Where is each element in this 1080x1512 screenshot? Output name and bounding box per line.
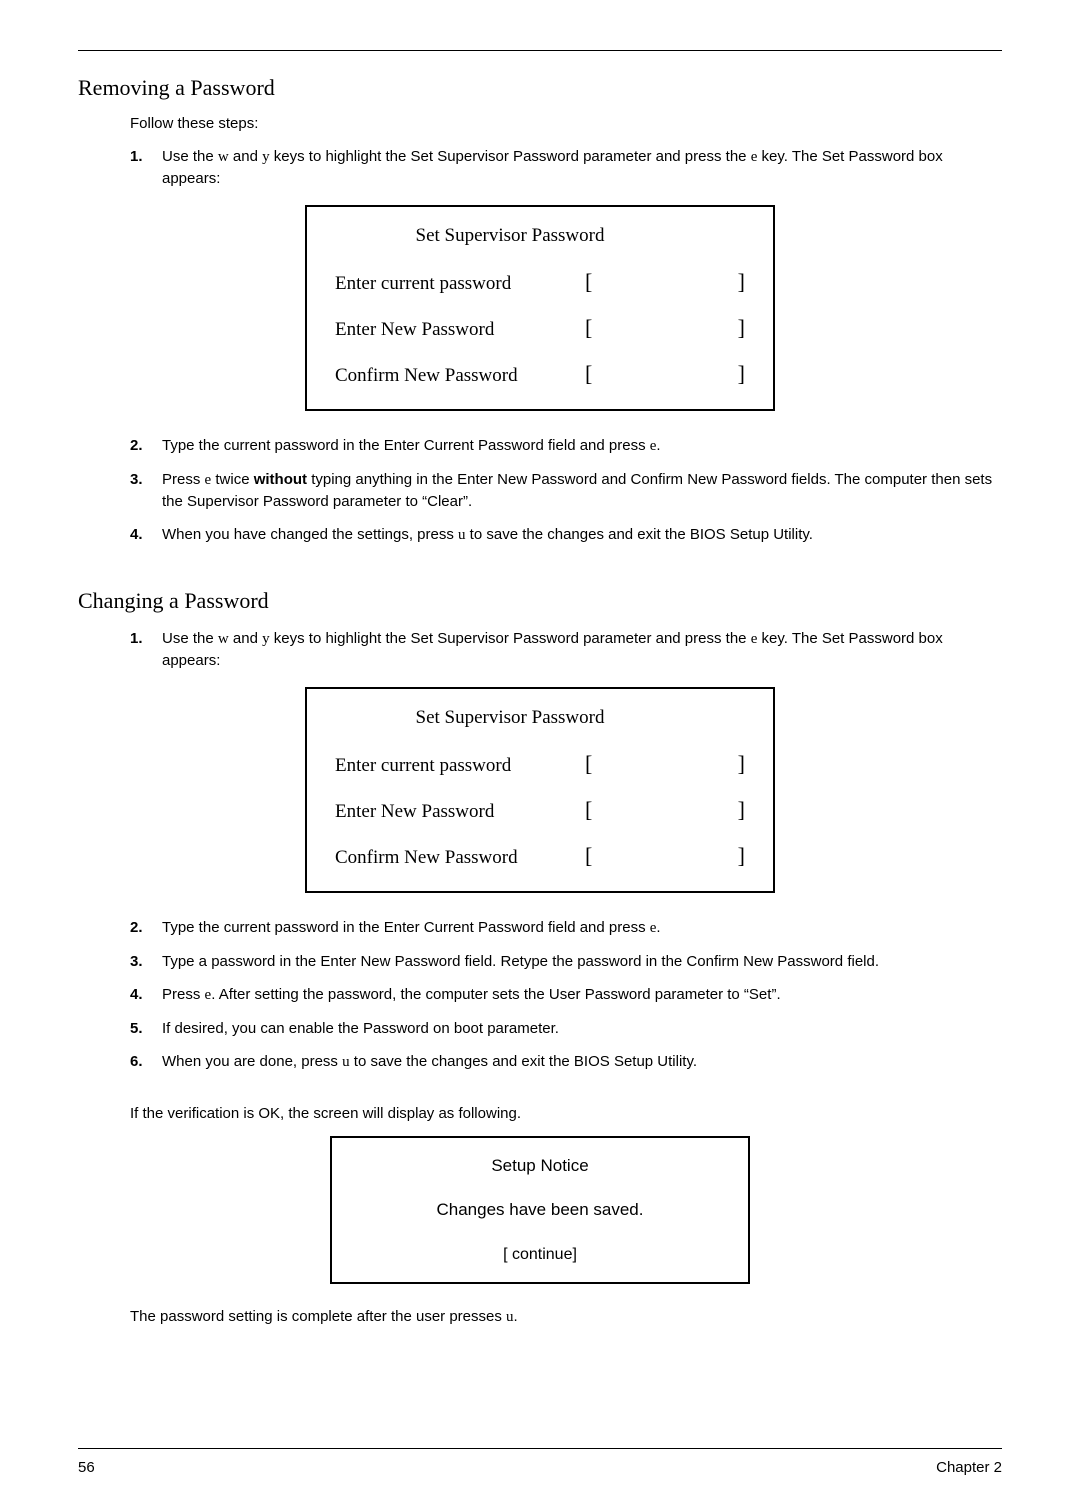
- setup-notice-dialog: Setup Notice Changes have been saved. [ …: [330, 1136, 750, 1284]
- list-item: 4. When you have changed the settings, p…: [130, 524, 1002, 546]
- list-num: 3.: [130, 469, 162, 512]
- list-text: Press e. After setting the password, the…: [162, 984, 1002, 1006]
- dialog-row: Confirm New Password []: [335, 361, 745, 387]
- page-footer: 56 Chapter 2: [78, 1448, 1002, 1476]
- dialog-label: Enter current password: [335, 273, 585, 295]
- list-num: 5.: [130, 1018, 162, 1039]
- list-item: 2. Type the current password in the Ente…: [130, 917, 1002, 939]
- dialog-label: Confirm New Password: [335, 847, 585, 869]
- list-text: If desired, you can enable the Password …: [162, 1018, 1002, 1039]
- verify-text: If the verification is OK, the screen wi…: [130, 1105, 1002, 1122]
- dialog-field: []: [585, 315, 745, 341]
- chapter-label: Chapter 2: [936, 1459, 1002, 1476]
- list-item: 3. Press e twice without typing anything…: [130, 469, 1002, 512]
- dialog-field: []: [585, 361, 745, 387]
- list-num: 1.: [130, 146, 162, 189]
- notice-message: Changes have been saved.: [332, 1200, 748, 1220]
- list-text: Type the current password in the Enter C…: [162, 435, 1002, 457]
- removing-list-2: 2. Type the current password in the Ente…: [130, 435, 1002, 546]
- dialog-row: Enter New Password []: [335, 797, 745, 823]
- section-heading-changing: Changing a Password: [78, 588, 1002, 614]
- top-rule: [78, 50, 1002, 51]
- list-num: 2.: [130, 917, 162, 939]
- dialog-field: []: [585, 797, 745, 823]
- dialog-field: []: [585, 269, 745, 295]
- dialog-row: Enter current password []: [335, 751, 745, 777]
- notice-continue: [ continue]: [332, 1246, 748, 1264]
- dialog-field: []: [585, 843, 745, 869]
- dialog-field: []: [585, 751, 745, 777]
- changing-list-2: 2. Type the current password in the Ente…: [130, 917, 1002, 1073]
- footer-rule: [78, 1448, 1002, 1449]
- dialog-label: Enter current password: [335, 755, 585, 777]
- password-dialog-1: Set Supervisor Password Enter current pa…: [305, 205, 775, 411]
- list-item: 3. Type a password in the Enter New Pass…: [130, 951, 1002, 972]
- list-num: 6.: [130, 1051, 162, 1073]
- dialog-label: Enter New Password: [335, 801, 585, 823]
- list-text: Press e twice without typing anything in…: [162, 469, 1002, 512]
- list-item: 1. Use the w and y keys to highlight the…: [130, 146, 1002, 189]
- intro-text: Follow these steps:: [130, 115, 1002, 132]
- section-heading-removing: Removing a Password: [78, 75, 1002, 101]
- list-text: Use the w and y keys to highlight the Se…: [162, 146, 1002, 189]
- dialog-row: Enter current password []: [335, 269, 745, 295]
- notice-title: Setup Notice: [332, 1156, 748, 1176]
- removing-list: 1. Use the w and y keys to highlight the…: [130, 146, 1002, 189]
- changing-list-1: 1. Use the w and y keys to highlight the…: [130, 628, 1002, 671]
- dialog-label: Enter New Password: [335, 319, 585, 341]
- list-text: When you are done, press u to save the c…: [162, 1051, 1002, 1073]
- footer-row: 56 Chapter 2: [78, 1459, 1002, 1476]
- list-num: 2.: [130, 435, 162, 457]
- final-text: The password setting is complete after t…: [130, 1308, 1002, 1326]
- list-num: 3.: [130, 951, 162, 972]
- list-num: 4.: [130, 524, 162, 546]
- dialog-row: Confirm New Password []: [335, 843, 745, 869]
- list-item: 4. Press e. After setting the password, …: [130, 984, 1002, 1006]
- list-text: When you have changed the settings, pres…: [162, 524, 1002, 546]
- dialog-title: Set Supervisor Password: [335, 225, 745, 247]
- dialog-row: Enter New Password []: [335, 315, 745, 341]
- list-item: 6. When you are done, press u to save th…: [130, 1051, 1002, 1073]
- list-item: 2. Type the current password in the Ente…: [130, 435, 1002, 457]
- list-text: Type the current password in the Enter C…: [162, 917, 1002, 939]
- list-item: 1. Use the w and y keys to highlight the…: [130, 628, 1002, 671]
- page-number: 56: [78, 1459, 95, 1476]
- dialog-label: Confirm New Password: [335, 365, 585, 387]
- list-num: 4.: [130, 984, 162, 1006]
- list-text: Type a password in the Enter New Passwor…: [162, 951, 1002, 972]
- password-dialog-2: Set Supervisor Password Enter current pa…: [305, 687, 775, 893]
- list-item: 5. If desired, you can enable the Passwo…: [130, 1018, 1002, 1039]
- list-num: 1.: [130, 628, 162, 671]
- dialog-title: Set Supervisor Password: [335, 707, 745, 729]
- list-text: Use the w and y keys to highlight the Se…: [162, 628, 1002, 671]
